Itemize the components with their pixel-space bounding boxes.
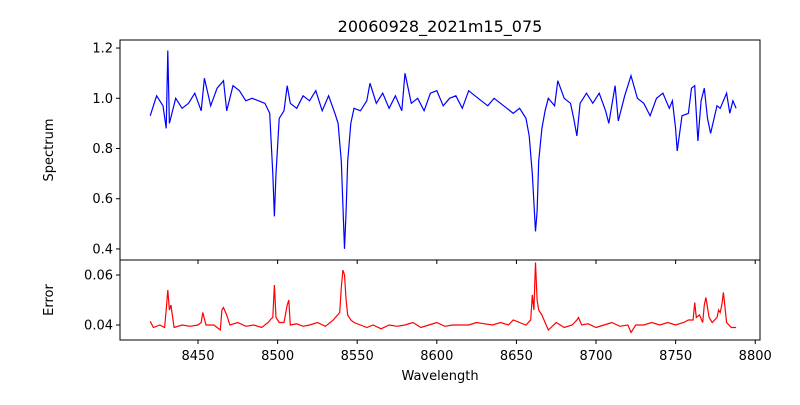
x-tick-label: 8450 xyxy=(181,349,214,364)
y-tick-label: 1.2 xyxy=(92,42,113,57)
axes-frame xyxy=(119,39,761,261)
y-tick-label: 0.8 xyxy=(92,142,113,157)
x-tick-label: 8650 xyxy=(500,349,533,364)
x-tick-label: 8500 xyxy=(261,349,294,364)
y-axis-label-spectrum: Spectrum xyxy=(42,119,57,182)
series-line-spectrum xyxy=(149,50,737,249)
spectrum-panel: 0.4 0.6 0.8 1.0 1.2 xyxy=(92,39,761,264)
x-tick-label: 8600 xyxy=(420,349,453,364)
y-axis-label-error: Error xyxy=(42,284,57,316)
y-tick-label: 1.0 xyxy=(92,92,113,107)
axes-frame xyxy=(119,259,761,341)
error-panel: 0.04 0.06 8450 8500 8550 8600 8650 8700 8750 8800 xyxy=(84,259,772,364)
y-tick-label: 0.04 xyxy=(84,319,113,334)
x-tick-label: 8700 xyxy=(579,349,612,364)
x-axis-label: Wavelength xyxy=(401,369,478,384)
y-tick-label: 0.4 xyxy=(92,242,113,257)
x-tick-label: 8550 xyxy=(341,349,374,364)
x-tick-label: 8800 xyxy=(739,349,772,364)
chart-title: 20060928_2021m15_075 xyxy=(338,17,543,37)
y-tick-label: 0.06 xyxy=(84,269,113,284)
series-line-error xyxy=(149,262,737,334)
x-tick-label: 8750 xyxy=(659,349,692,364)
y-tick-label: 0.6 xyxy=(92,192,113,207)
